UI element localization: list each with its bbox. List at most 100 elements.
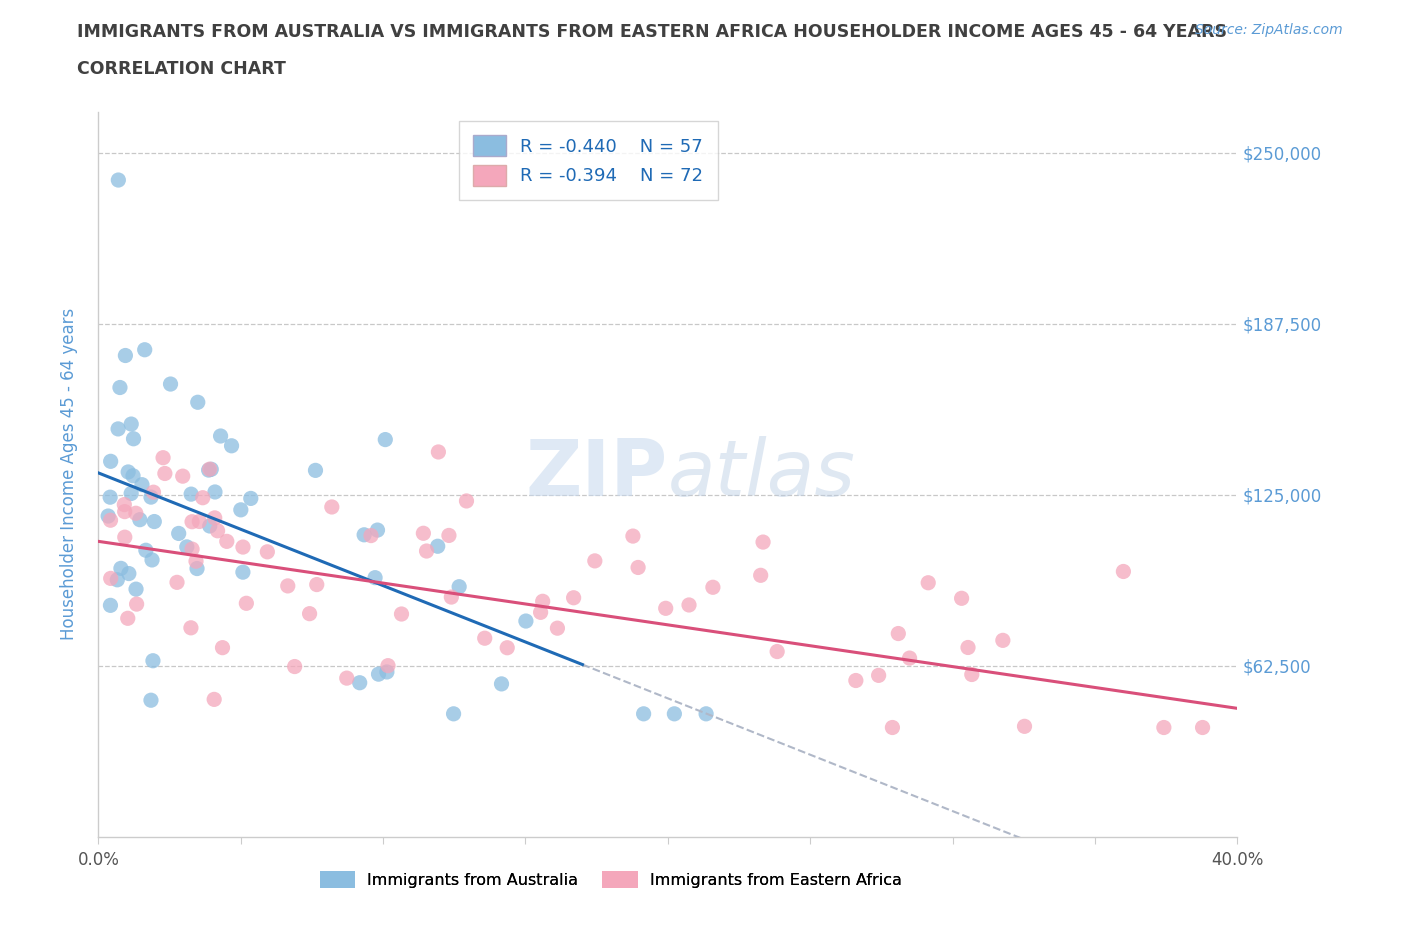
Point [583, 553, 606, 568]
Point [167, 526, 190, 541]
Point [633, 707, 655, 722]
Point [415, 544, 437, 559]
Point [366, 523, 388, 538]
Point [134, 342, 156, 357]
Point [97, 509, 120, 524]
Point [627, 560, 650, 575]
Point [141, 552, 163, 567]
Point [125, 582, 148, 597]
Point [232, 539, 254, 554]
Point [766, 644, 789, 659]
Point [221, 438, 243, 453]
Point [114, 348, 136, 363]
Point [496, 640, 519, 655]
Point [181, 541, 204, 556]
Point [176, 539, 198, 554]
Point [204, 511, 226, 525]
Point [531, 594, 554, 609]
Point [172, 469, 194, 484]
Point [105, 572, 128, 587]
Text: IMMIGRANTS FROM AUSTRALIA VS IMMIGRANTS FROM EASTERN AFRICA HOUSEHOLDER INCOME A: IMMIGRANTS FROM AUSTRALIA VS IMMIGRANTS … [77, 23, 1227, 41]
Point [298, 606, 321, 621]
Point [437, 528, 460, 543]
Point [207, 524, 229, 538]
Point [474, 631, 496, 645]
Point [695, 707, 717, 722]
Point [100, 571, 122, 586]
Point [304, 463, 326, 478]
Point [180, 620, 202, 635]
Point [159, 377, 181, 392]
Point [187, 395, 209, 410]
Point [200, 462, 222, 477]
Point [122, 432, 145, 446]
Point [887, 626, 910, 641]
Point [956, 640, 979, 655]
Point [868, 668, 890, 683]
Point [991, 633, 1014, 648]
Point [1191, 720, 1213, 735]
Text: Source: ZipAtlas.com: Source: ZipAtlas.com [1195, 23, 1343, 37]
Point [139, 693, 162, 708]
Point [131, 477, 153, 492]
Point [749, 568, 772, 583]
Point [184, 553, 207, 568]
Point [204, 485, 226, 499]
Point [440, 590, 463, 604]
Point [845, 673, 868, 688]
Point [122, 469, 145, 484]
Point [960, 667, 983, 682]
Point [188, 514, 211, 529]
Point [702, 579, 724, 594]
Point [364, 570, 387, 585]
Point [114, 530, 136, 545]
Point [125, 597, 148, 612]
Point [215, 534, 238, 549]
Point [678, 598, 700, 613]
Point [107, 421, 129, 436]
Point [239, 491, 262, 506]
Point [152, 450, 174, 465]
Point [198, 461, 221, 476]
Point [139, 490, 162, 505]
Point [427, 445, 450, 459]
Point [882, 720, 904, 735]
Point [142, 653, 165, 668]
Point [114, 504, 136, 519]
Point [135, 543, 157, 558]
Point [100, 454, 122, 469]
Point [186, 561, 208, 576]
Point [277, 578, 299, 593]
Point [367, 667, 389, 682]
Point [112, 498, 135, 512]
Point [491, 676, 513, 691]
Point [950, 591, 973, 605]
Text: CORRELATION CHART: CORRELATION CHART [77, 60, 287, 78]
Point [391, 606, 413, 621]
Point [117, 611, 139, 626]
Point [120, 417, 142, 432]
Point [256, 544, 278, 559]
Point [153, 466, 176, 481]
Point [917, 576, 939, 591]
Point [229, 502, 252, 517]
Point [546, 620, 568, 635]
Point [349, 675, 371, 690]
Point [211, 640, 233, 655]
Text: ZIP: ZIP [526, 436, 668, 512]
Point [202, 692, 225, 707]
Point [142, 485, 165, 499]
Point [120, 486, 142, 501]
Point [100, 512, 122, 527]
Point [180, 486, 202, 501]
Point [562, 591, 585, 605]
Point [235, 596, 257, 611]
Point [110, 561, 132, 576]
Point [198, 519, 221, 534]
Point [752, 535, 775, 550]
Point [412, 525, 434, 540]
Point [1153, 720, 1175, 735]
Point [426, 538, 449, 553]
Point [181, 514, 204, 529]
Point [360, 528, 382, 543]
